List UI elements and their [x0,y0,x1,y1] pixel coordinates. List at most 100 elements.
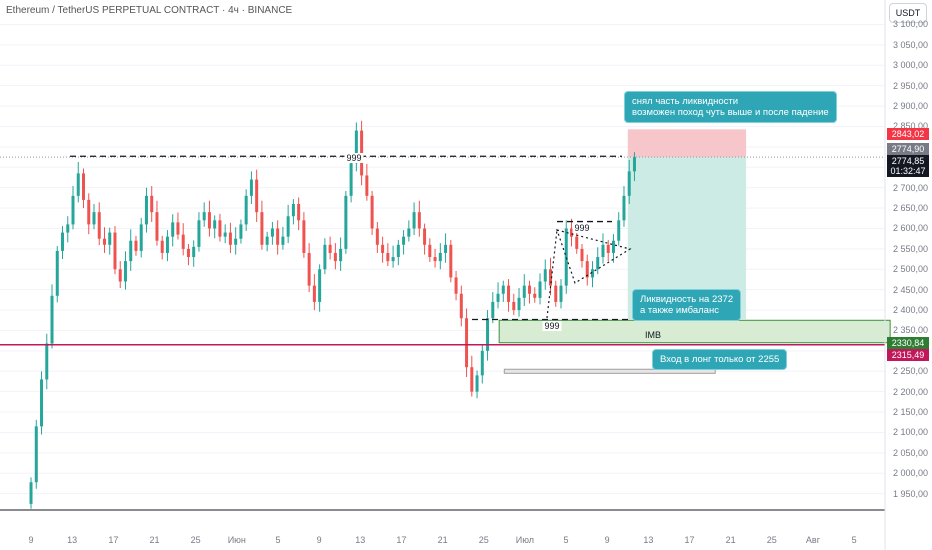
candle-body [165,236,169,253]
y-tick-label: 2 150,00 [893,407,929,418]
price-label: 01:32:47 [887,165,929,177]
candle-body [265,236,269,245]
stop-loss-zone [627,129,747,158]
y-tick-label: 2 500,00 [893,264,929,275]
candle-body [454,277,458,294]
candle-body [486,318,490,351]
candle-body [533,293,537,298]
x-tick-label: 21 [437,535,448,545]
candle-body [375,228,379,245]
candle-body [171,222,175,237]
candle-body [412,212,416,229]
candle-body [423,228,427,245]
candle-body [150,195,154,213]
candle-body [575,236,579,249]
candle-body [402,236,406,245]
candle-body [281,236,285,245]
candle-body [113,232,117,270]
candle-body [29,482,33,504]
price-label: 2315,49 [887,349,929,361]
candle-body [491,301,495,319]
candle-body [480,350,484,376]
y-tick-label: 2 600,00 [893,223,929,234]
y-tick-label: 3 050,00 [893,39,929,50]
candle-body [234,238,238,245]
y-tick-label: 2 700,00 [893,182,929,193]
imb-label: IMB [645,330,662,340]
candle-body [323,244,327,270]
candle-body [354,130,358,164]
x-tick-label: Июн [227,535,246,545]
x-tick-label: 25 [190,535,201,545]
candle-body [438,252,442,262]
candle-body [139,224,143,251]
candle-body [302,220,306,253]
candle-body [370,195,374,229]
annotation-long-entry[interactable]: Вход в лонг только от 2255 [652,349,788,370]
entry-zone [503,368,716,374]
candle-body [507,285,511,302]
candle-body [339,248,343,262]
candle-body [66,224,70,233]
y-tick-label: 2 250,00 [893,366,929,377]
candle-body [255,179,259,213]
candle-body [417,212,421,229]
x-tick-label: 25 [766,535,777,545]
candle-body [76,173,80,196]
price-label: 2774,90 [887,143,929,155]
y-tick-label: 2 050,00 [893,447,929,458]
candle-body [87,199,91,225]
currency-button[interactable]: USDT [889,3,927,23]
x-tick-label: Авг [805,535,821,545]
candle-body [632,157,636,172]
x-tick-label: Июл [515,535,535,545]
candle-body [564,228,568,286]
candle-body [239,224,243,239]
candle-body [244,195,248,225]
x-tick-label: 17 [684,535,695,545]
candle-body [381,244,385,253]
candle-body [501,285,505,294]
candle-body [50,295,54,344]
candle-body [596,257,600,270]
candle-body [197,220,201,247]
x-tick-label: 17 [396,535,407,545]
candle-body [627,171,631,196]
candle-body [108,232,112,245]
candle-body [559,285,563,302]
candles-layer [29,120,636,509]
annotation-liquidity-2372[interactable]: Ликвидность на 2372 а также имбаланс [632,289,742,321]
marker-999-low: 999 [542,321,562,331]
chart-title: Ethereum / TetherUS PERPETUAL CONTRACT ·… [6,5,293,16]
candle-body [349,163,353,196]
candle-body [307,252,311,286]
x-tick-label: 5 [563,535,569,545]
candle-body [202,212,206,221]
candle-body [34,426,38,483]
candle-body [617,220,621,241]
y-tick-label: 2 100,00 [893,427,929,438]
y-tick-label: 2 450,00 [893,284,929,295]
candle-body [328,244,332,253]
annotation-liquidity-taken[interactable]: снял часть ликвидности возможен поход чу… [624,91,837,123]
candle-body [297,204,301,221]
candle-body [218,220,222,237]
y-tick-label: 2 200,00 [893,386,929,397]
candle-body [549,269,553,286]
candle-body [433,257,437,262]
candle-body [396,244,400,258]
candle-body [160,240,164,253]
x-tick-label: 9 [28,535,34,545]
y-tick-label: 2 950,00 [893,80,929,91]
x-tick-label: 5 [275,535,281,545]
candle-body [344,195,348,249]
price-label: 2330,84 [887,337,929,349]
candle-body [512,301,516,311]
y-tick-label: 2 850,00 [893,121,929,132]
candle-body [123,261,127,282]
candle-body [223,232,227,237]
candle-body [192,246,196,258]
candle-body [61,232,65,251]
x-tick-label: 13 [67,535,78,545]
